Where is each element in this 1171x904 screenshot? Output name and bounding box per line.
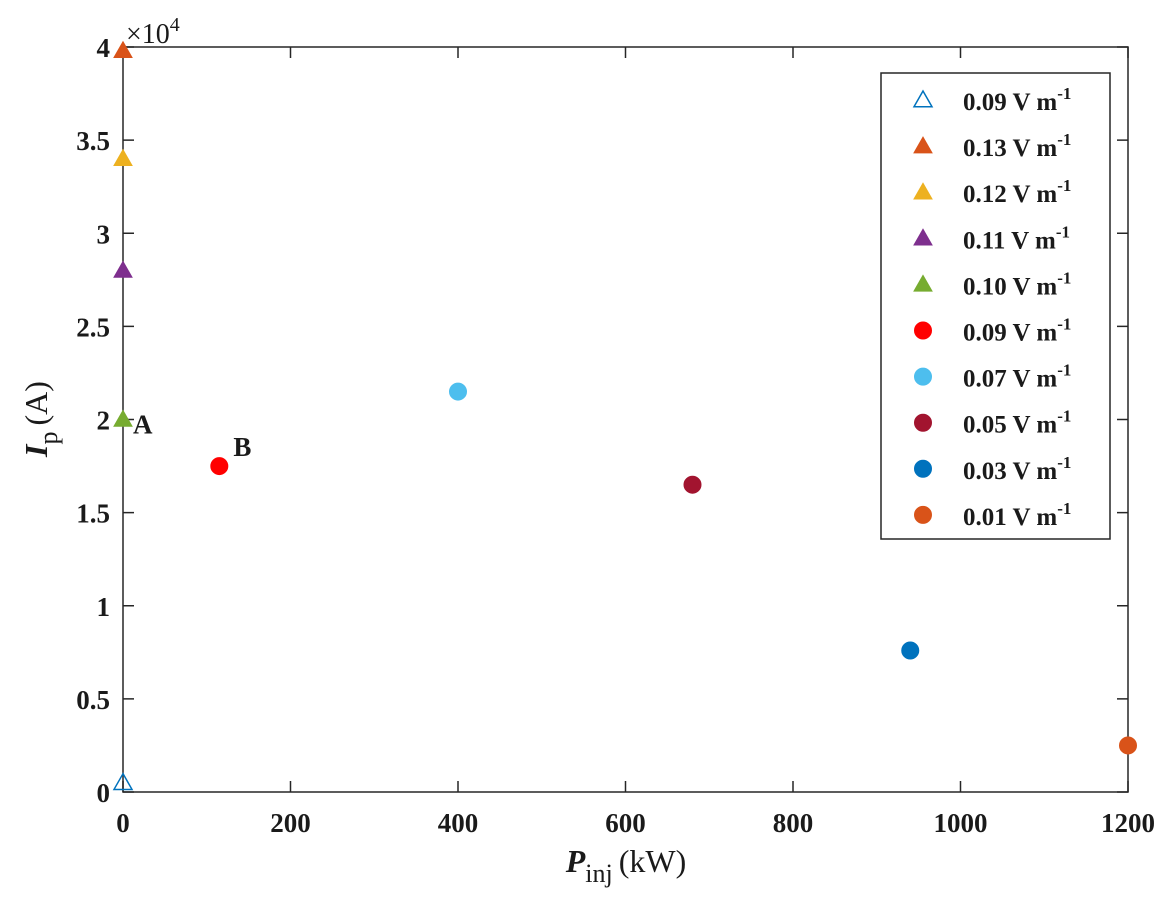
data-point: [901, 641, 920, 660]
x-tick-label: 800: [773, 808, 814, 838]
y-tick-label: 0: [97, 778, 111, 808]
legend-label: 0.11 V m-1: [963, 222, 1070, 254]
x-tick-label: 200: [270, 808, 311, 838]
legend-marker: [913, 136, 933, 154]
legend-label: 0.05 V m-1: [963, 407, 1071, 439]
y-axis-title: Ip(A): [18, 381, 63, 458]
x-tick-label: 400: [438, 808, 479, 838]
y-tick-label: 2: [97, 406, 111, 436]
x-tick-label: 1200: [1101, 808, 1155, 838]
data-point: [1119, 736, 1137, 755]
legend-marker: [913, 182, 933, 200]
legend-marker: [914, 413, 932, 432]
legend-label: 0.09 V m-1: [963, 84, 1071, 116]
legend-label: 0.09 V m-1: [963, 315, 1071, 347]
legend-marker: [913, 274, 933, 292]
legend-label: 0.10 V m-1: [963, 268, 1071, 300]
legend: 0.09 V m-1 0.13 V m-1 0.12 V m-1 0.11 V m-1…: [880, 72, 1111, 540]
x-tick-label: 600: [605, 808, 646, 838]
y-tick-label: 3.5: [76, 126, 110, 156]
legend-marker: [914, 459, 932, 478]
data-point: [113, 148, 133, 166]
legend-marker: [912, 89, 934, 108]
y-tick-label: 1: [97, 592, 111, 622]
x-tick-label: 0: [116, 808, 130, 838]
legend-label: 0.01 V m-1: [963, 499, 1071, 531]
legend-marker: [914, 505, 932, 524]
point-annotation: A: [133, 410, 153, 440]
data-point: [449, 382, 467, 401]
y-tick-label: 0.5: [76, 685, 110, 715]
y-tick-label: 3: [97, 219, 111, 249]
legend-label: 0.07 V m-1: [963, 361, 1071, 393]
data-point: [113, 40, 133, 58]
data-point: [113, 260, 133, 278]
legend-label: 0.13 V m-1: [963, 130, 1071, 162]
legend-label: 0.12 V m-1: [963, 176, 1071, 208]
y-tick-label: 2.5: [76, 312, 110, 342]
data-point: [112, 772, 134, 791]
x-axis-title: Pinj (kW): [565, 843, 687, 888]
point-annotation: B: [233, 432, 251, 462]
y-tick-label: 4: [97, 33, 111, 63]
legend-marker: [914, 367, 932, 386]
x-tick-label: 1000: [934, 808, 988, 838]
y-multiplier: ×104: [126, 14, 180, 50]
data-point: [210, 457, 229, 476]
legend-marker: [914, 321, 932, 340]
legend-marker: [913, 228, 933, 246]
legend-label: 0.03 V m-1: [963, 453, 1071, 485]
data-point: [683, 475, 702, 494]
data-point: [113, 409, 133, 427]
y-tick-label: 1.5: [76, 499, 110, 529]
